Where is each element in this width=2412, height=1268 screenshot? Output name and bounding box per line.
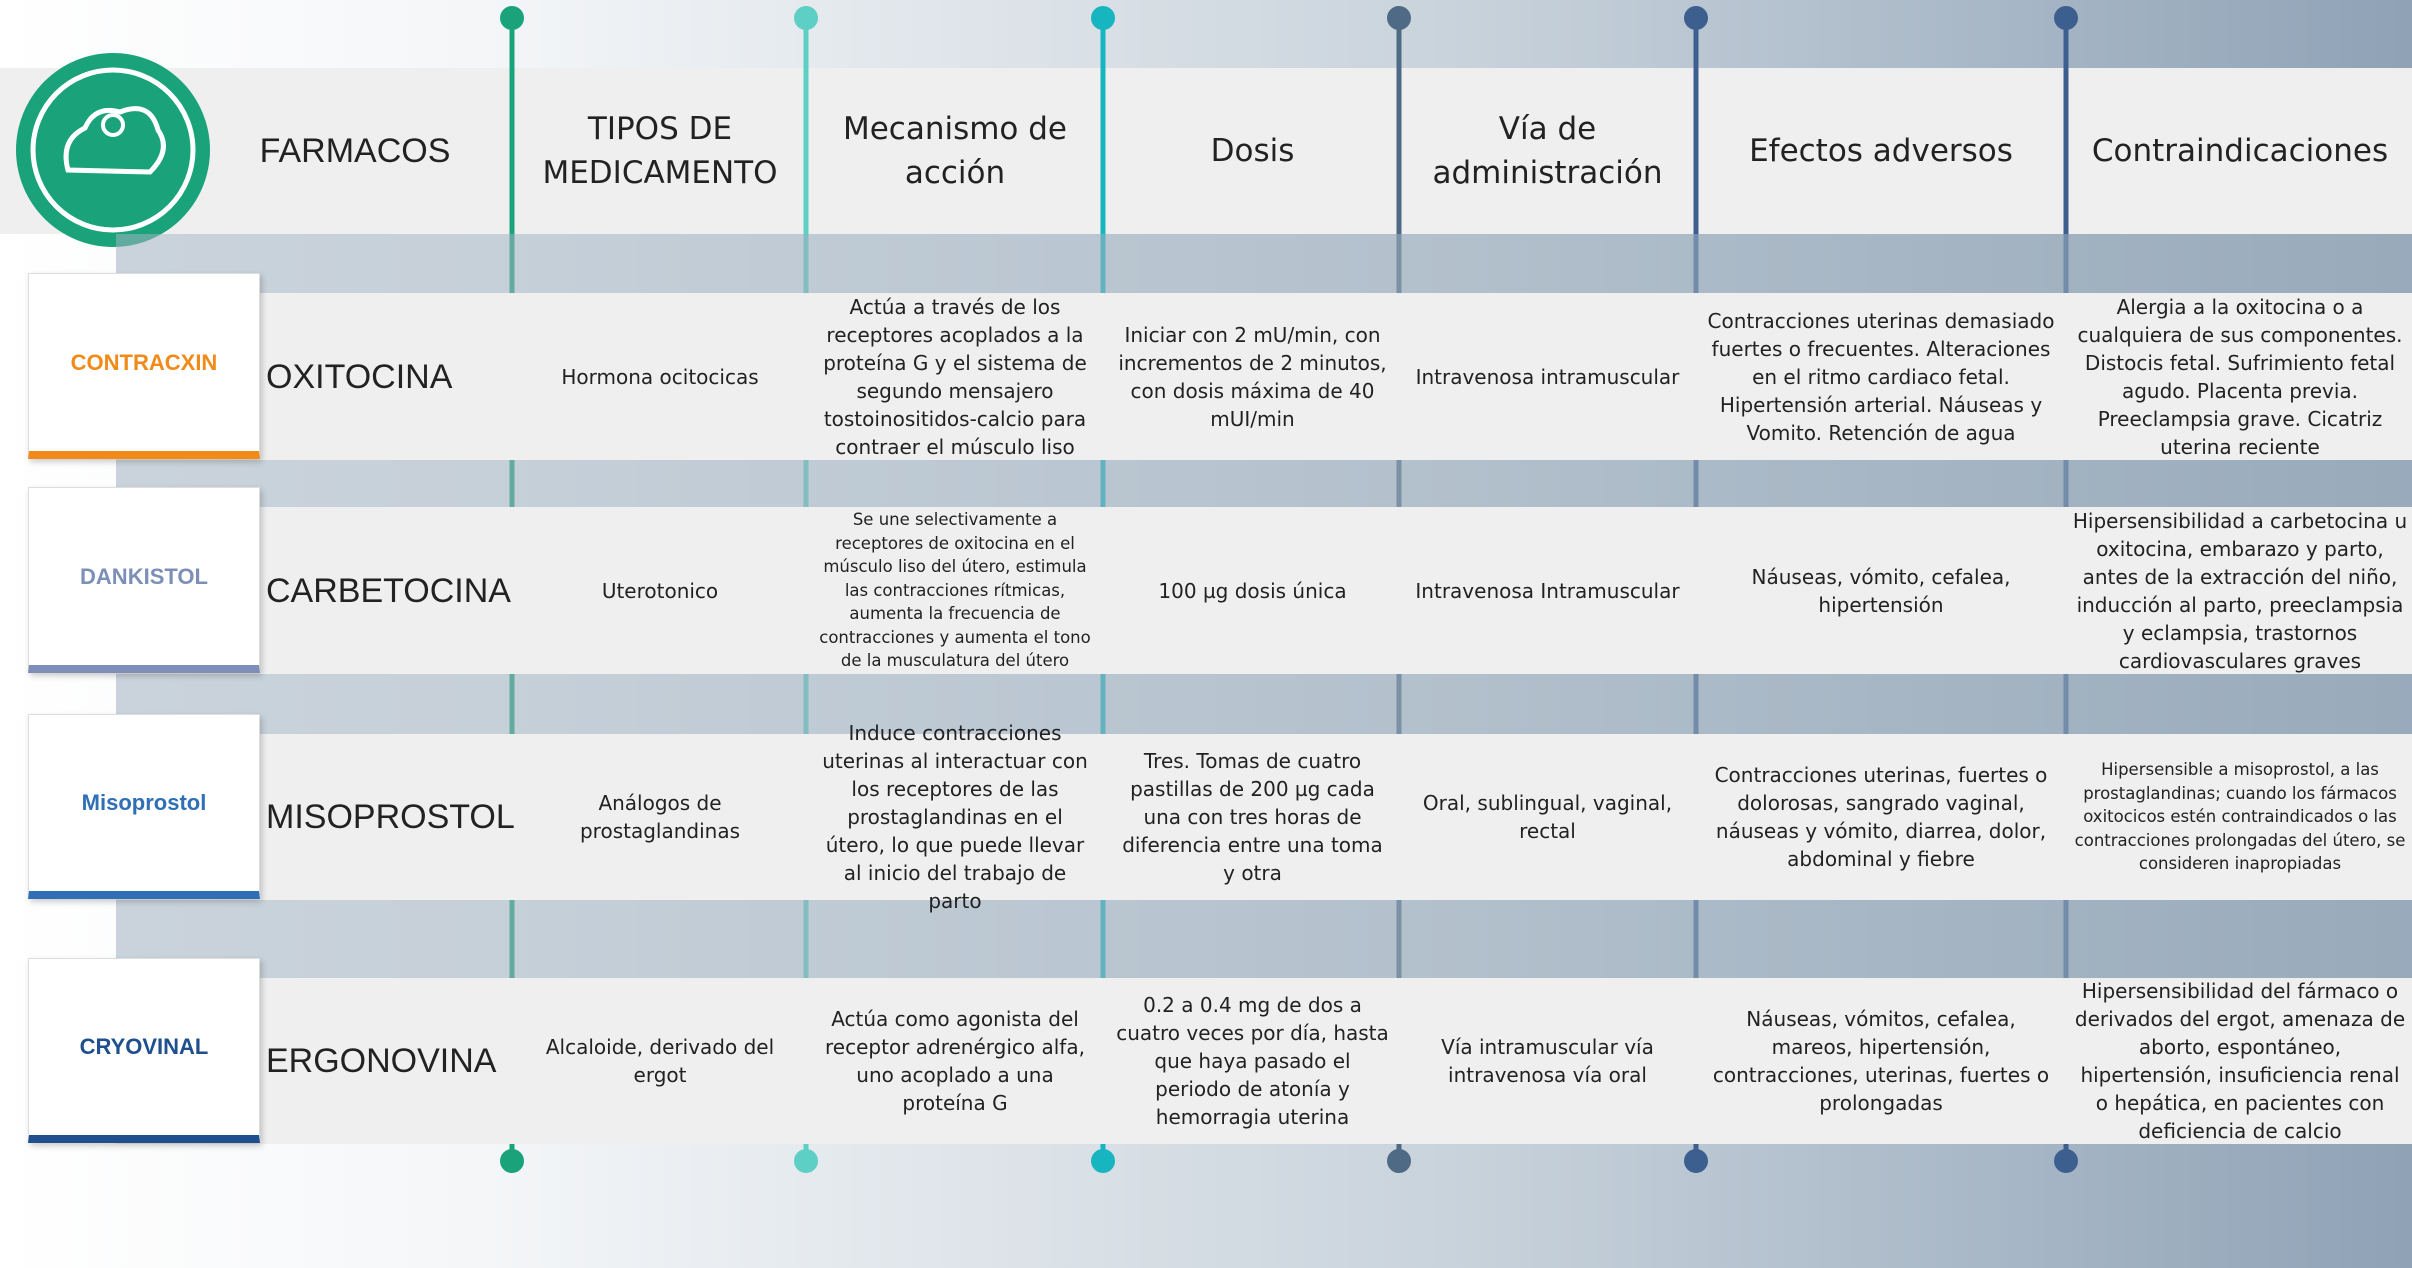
divider (1091, 6, 1115, 30)
cell-efectos: Contracciones uterinas demasiado fuertes… (1707, 308, 2055, 445)
cell-dosis: Tres. Tomas de cuatro pastillas de 200 µ… (1122, 749, 1383, 885)
cell-contraindicaciones: Hipersensibilidad del fármaco o derivado… (2074, 979, 2406, 1143)
cell-efectos: Contracciones uterinas, fuertes o doloro… (1714, 763, 2048, 871)
row-band (116, 507, 2412, 674)
column-header: Contraindicaciones (2091, 133, 2389, 169)
cell-dosis: Iniciar con 2 mU/min, con incrementos de… (1118, 322, 1387, 431)
row-band (116, 293, 2412, 460)
cell-dosis: 100 µg dosis única (1158, 578, 1347, 603)
column-header: Vía de administración (1432, 111, 1663, 191)
product-box: DANKISTOL (28, 487, 260, 673)
product-box: Misoprostol (28, 714, 260, 899)
cell-tipo: Hormona ocitocicas (561, 364, 759, 389)
column-header: Mecanismo de acción (842, 111, 1068, 191)
separator-band (116, 234, 2412, 293)
column-header: Dosis (1210, 133, 1295, 169)
cell-tipo: Uterotonico (601, 578, 719, 603)
header-band (0, 68, 2412, 234)
cell-mecanismo: Actúa como agonista del receptor adrenér… (825, 1007, 1085, 1115)
cell-contraindicaciones: Hipersensibilidad a carbetocina u oxitoc… (2072, 508, 2408, 673)
cell-name: OXITOCINA (266, 357, 453, 396)
column-header: TIPOS DE MEDICAMENTO (542, 111, 778, 191)
row-band (116, 978, 2412, 1144)
cell-via: Intravenosa intramuscular (1415, 364, 1680, 389)
cell-mecanismo: Se une selectivamente a receptores de ox… (819, 510, 1091, 671)
cell-dosis: 0.2 a 0.4 mg de dos a cuatro veces por d… (1116, 993, 1389, 1129)
cell-contraindicaciones: Hipersensible a misoprostol, a las prost… (2074, 760, 2406, 874)
product-box: CONTRACXIN (28, 273, 260, 459)
separator-band (116, 900, 2412, 978)
divider (500, 6, 524, 30)
row-band (116, 734, 2412, 900)
cell-mecanismo: Actúa a través de los receptores acoplad… (823, 294, 1087, 459)
cell-efectos: Náuseas, vómitos, cefalea, mareos, hiper… (1712, 1007, 2050, 1115)
divider (794, 6, 818, 30)
separator-band (116, 674, 2412, 734)
separator-band (116, 460, 2412, 507)
cell-contraindicaciones: Alergia a la oxitocina o a cualquiera de… (2077, 294, 2403, 459)
divider (1684, 6, 1708, 30)
cell-tipo: Alcaloide, derivado del ergot (545, 1035, 775, 1087)
cell-via: Intravenosa Intramuscular (1415, 578, 1680, 603)
cell-name: MISOPROSTOL (266, 798, 515, 836)
divider (1387, 6, 1411, 30)
cell-name: ERGONOVINA (266, 1042, 497, 1080)
divider (2054, 6, 2078, 30)
cell-tipo: Análogos de prostaglandinas (579, 791, 741, 843)
column-header: Efectos adversos (1749, 133, 2013, 169)
cell-name: CARBETOCINA (266, 571, 511, 610)
product-box: CRYOVINAL (28, 958, 260, 1143)
column-header: FARMACOS (259, 132, 451, 170)
cell-efectos: Náuseas, vómito, cefalea, hipertensión (1751, 564, 2011, 617)
cell-via: Oral, sublingual, vaginal, rectal (1422, 791, 1673, 843)
cell-mecanismo: Induce contracciones uterinas al interac… (822, 721, 1088, 913)
cell-via: Vía intramuscular vía intravenosa vía or… (1441, 1035, 1654, 1087)
